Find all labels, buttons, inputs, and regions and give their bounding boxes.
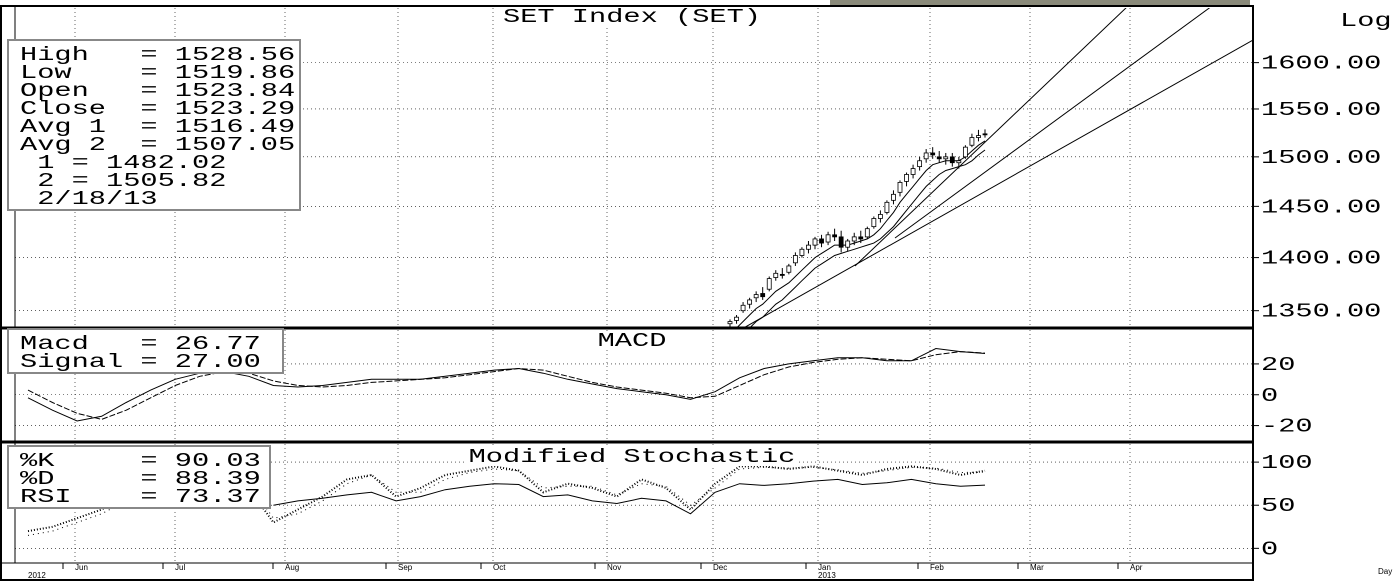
info-line: Signal = 27.00 — [20, 351, 261, 373]
panel-title: Modified Stochastic — [469, 446, 796, 468]
candle-body — [806, 245, 810, 249]
candle-body — [852, 237, 856, 241]
chart-window: Log Day JunJulAugSepOctNovDecJanFebMarAp… — [0, 0, 1396, 581]
month-label: Nov — [607, 563, 621, 572]
y-tick-label: 1500.00 — [1261, 147, 1381, 169]
candle-body — [774, 273, 778, 277]
candle-body — [741, 305, 745, 310]
candle-body — [820, 239, 824, 243]
y-tick-label: 0 — [1261, 538, 1278, 560]
candle-body — [944, 157, 948, 159]
y-tick-label: 0 — [1261, 385, 1278, 407]
candle-body — [937, 157, 941, 159]
candle-body — [931, 153, 935, 155]
candle-body — [950, 157, 954, 163]
candle-body — [793, 256, 797, 263]
y-tick-label: 1600.00 — [1261, 53, 1381, 75]
y-tick-label: 50 — [1261, 495, 1295, 517]
candle-body — [761, 293, 765, 296]
candle-body — [905, 174, 909, 181]
month-label: Feb — [930, 563, 944, 572]
month-label: Jul — [175, 563, 185, 572]
candle-body — [800, 249, 804, 255]
candle-body — [878, 214, 882, 218]
y-tick-label: -20 — [1261, 416, 1313, 438]
scale-label: Log — [1340, 10, 1392, 32]
month-label: Sep — [398, 563, 413, 572]
y-tick-label: 20 — [1261, 354, 1295, 376]
candle-body — [787, 266, 791, 272]
year-label: 2012 — [28, 571, 46, 580]
candle-body — [963, 147, 967, 157]
candle-body — [983, 134, 987, 135]
candle-body — [813, 239, 817, 245]
x-unit-label: Day — [1378, 567, 1392, 576]
month-label: Oct — [493, 563, 506, 572]
candle-body — [865, 229, 869, 237]
candle-body — [970, 138, 974, 146]
candle-body — [826, 235, 830, 242]
candle-body — [839, 237, 843, 247]
month-label: Jun — [75, 563, 88, 572]
candle-body — [728, 322, 732, 324]
y-tick-label: 1350.00 — [1261, 301, 1381, 323]
candle-body — [846, 241, 850, 247]
candle-body — [767, 279, 771, 290]
candle-body — [735, 317, 739, 320]
candle-body — [872, 218, 876, 226]
info-line: 2/18/13 — [20, 188, 158, 210]
y-tick-label: 1400.00 — [1261, 248, 1381, 270]
info-line: RSI = 73.37 — [20, 486, 261, 508]
month-label: Aug — [285, 563, 299, 572]
panel-title: SET Index (SET) — [503, 6, 761, 28]
year-label: 2013 — [818, 571, 836, 580]
candle-body — [885, 202, 889, 212]
candle-body — [911, 169, 915, 175]
candle-body — [891, 194, 895, 200]
candle-body — [748, 300, 752, 304]
month-label: Dec — [713, 563, 727, 572]
month-label: Apr — [1130, 563, 1143, 572]
candle-body — [976, 136, 980, 138]
candle-body — [918, 161, 922, 167]
y-tick-label: 1550.00 — [1261, 99, 1381, 121]
candle-body — [780, 274, 784, 275]
candle-body — [957, 161, 961, 163]
month-label: Mar — [1030, 563, 1044, 572]
candle-body — [898, 182, 902, 192]
y-tick-label: 100 — [1261, 452, 1313, 474]
candle-body — [833, 235, 837, 237]
candle-body — [924, 153, 928, 159]
panel-title: MACD — [598, 330, 667, 352]
candle-body — [754, 295, 758, 298]
candle-body — [859, 237, 863, 239]
y-tick-label: 1450.00 — [1261, 196, 1381, 218]
